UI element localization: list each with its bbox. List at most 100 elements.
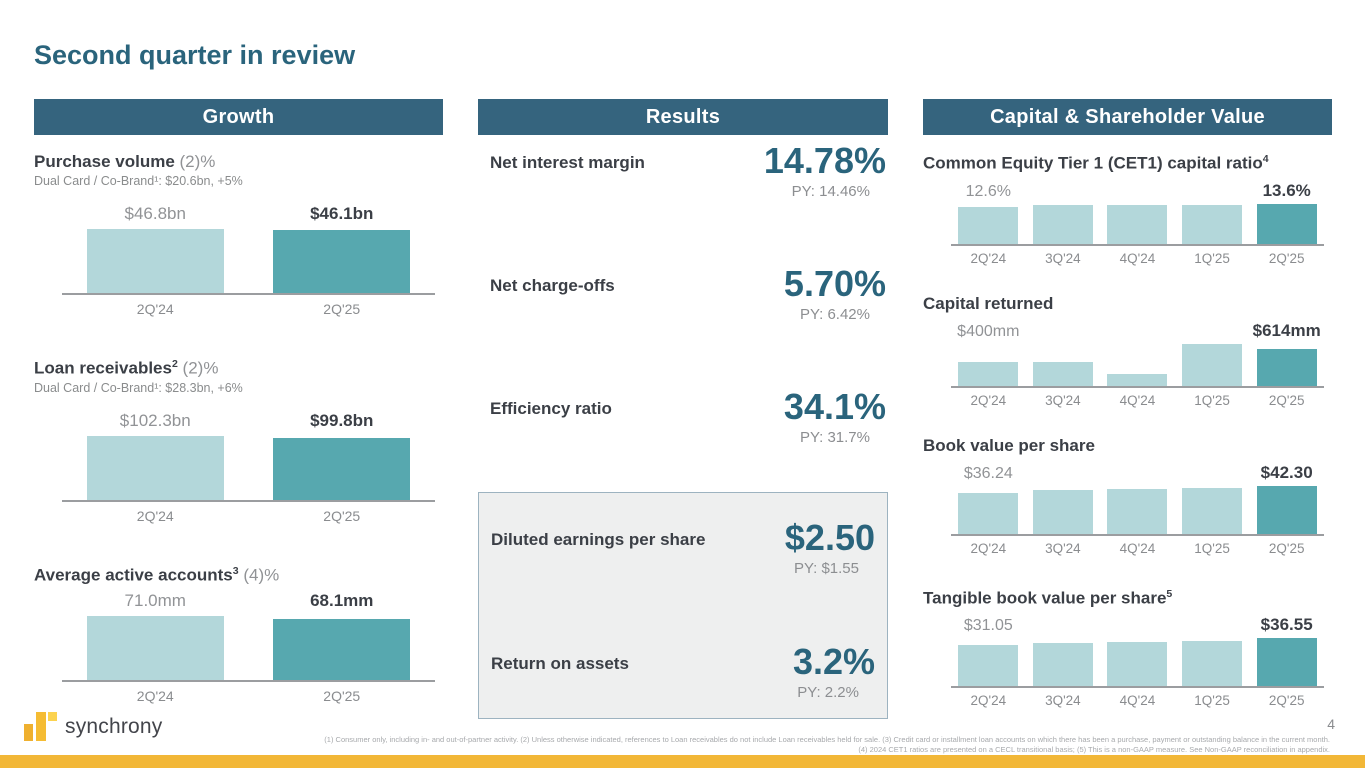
- bar-highlight: [1256, 348, 1317, 386]
- value-label-prior: 71.0mm: [124, 591, 186, 611]
- value-label-current: $36.55: [1260, 615, 1313, 635]
- bar: [1032, 204, 1093, 244]
- axis-line: [62, 293, 435, 295]
- bar-highlight: [1256, 203, 1317, 244]
- metric-value: $2.50: [784, 517, 875, 558]
- metric-label: Efficiency ratio: [490, 399, 612, 418]
- chart-title-change: (2)%: [174, 152, 216, 171]
- bar: [86, 435, 224, 500]
- category-label: 1Q'25: [1194, 392, 1230, 408]
- value-label-row: $400mm $614mm: [951, 320, 1324, 344]
- chart-block: Book value per share $36.24 $42.30 2Q'24 3Q'…: [923, 436, 1332, 556]
- value-label-prior: $31.05: [963, 617, 1013, 635]
- bar-chart: $400mm $614mm 2Q'24 3Q'24 4Q'24 1Q'25 2Q'25: [951, 320, 1324, 408]
- category-label: 3Q'24: [1045, 392, 1081, 408]
- category-label: 2Q'24: [136, 301, 174, 317]
- value-label-current: $99.8bn: [310, 410, 374, 430]
- bar: [1107, 204, 1168, 244]
- category-row: 2Q'24 3Q'24 4Q'24 1Q'25 2Q'25: [951, 246, 1324, 266]
- category-label: 1Q'25: [1194, 693, 1230, 709]
- axis-line: [951, 686, 1324, 689]
- bar: [86, 616, 224, 681]
- metric-row: Net interest margin 14.78% PY: 14.46%: [478, 140, 888, 201]
- bar-chart: 12.6% 13.6% 2Q'24 3Q'24 4Q'24 1Q'25 2Q'25: [951, 180, 1324, 266]
- metric-value-block: 3.2% PY: 2.2%: [793, 643, 875, 702]
- chart-title: Average active accounts3 (4)%: [34, 560, 443, 587]
- category-label: 2Q'25: [323, 507, 361, 524]
- capital-charts: Common Equity Tier 1 (CET1) capital rati…: [923, 149, 1332, 708]
- bar-chart: $46.8bn $46.1bn 2Q'24 2Q'25: [62, 199, 435, 317]
- metric-label: Net charge-offs: [490, 276, 615, 295]
- bar: [958, 361, 1019, 386]
- chart-title: Capital returned: [923, 294, 1332, 314]
- value-label-prior: $36.24: [963, 464, 1013, 482]
- chart-title-change: (2)%: [177, 358, 219, 378]
- category-row: 2Q'24 2Q'25: [62, 682, 435, 704]
- category-label: 2Q'24: [970, 540, 1007, 556]
- bar-row: [62, 616, 435, 681]
- chart-title: Loan receivables2 (2)%: [34, 353, 443, 380]
- metric-value-block: $2.50 PY: $1.55: [784, 517, 875, 578]
- value-label-current: 68.1mm: [310, 591, 374, 611]
- category-label: 2Q'25: [323, 688, 361, 705]
- chart-title: Book value per share: [923, 436, 1332, 456]
- footnote-line-2: (4) 2024 CET1 ratios are presented on a …: [858, 744, 1330, 754]
- results-highlight-box: Diluted earnings per share $2.50 PY: $1.55…: [478, 492, 888, 719]
- axis-line: [951, 533, 1324, 536]
- bar: [1107, 373, 1168, 386]
- metric-value: 5.70%: [783, 263, 886, 304]
- bar-row: [951, 485, 1324, 534]
- category-label: 4Q'24: [1119, 693, 1156, 709]
- bar: [958, 206, 1019, 244]
- bar: [86, 229, 224, 293]
- bar: [1032, 361, 1093, 386]
- value-label-prior: $102.3bn: [119, 410, 191, 430]
- category-label: 2Q'24: [970, 250, 1007, 266]
- metric-row: Diluted earnings per share $2.50 PY: $1.55: [479, 517, 887, 578]
- category-row: 2Q'24 3Q'24 4Q'24 1Q'25 2Q'25: [951, 688, 1324, 708]
- bar: [1107, 488, 1168, 534]
- value-label-row: 71.0mm 68.1mm: [62, 586, 435, 616]
- bar: [1107, 642, 1168, 687]
- category-label: 3Q'24: [1045, 250, 1081, 266]
- category-label: 3Q'24: [1045, 693, 1081, 709]
- bar-chart: $31.05 $36.55 2Q'24 3Q'24 4Q'24 1Q'25 2Q'25: [951, 614, 1324, 708]
- bar-highlight: [273, 619, 411, 681]
- metric-row: Return on assets 3.2% PY: 2.2%: [479, 643, 887, 702]
- category-label: 4Q'24: [1119, 392, 1156, 408]
- chart-subtitle: Dual Card / Co-Brand¹: $20.6bn, +5%: [34, 174, 243, 188]
- metric-label: Return on assets: [491, 654, 629, 673]
- value-label-prior: $46.8bn: [124, 204, 186, 223]
- chart-block: Common Equity Tier 1 (CET1) capital rati…: [923, 149, 1332, 266]
- footnotes: (1) Consumer only, including in- and out…: [240, 735, 1330, 754]
- metric-value: 14.78%: [763, 140, 886, 181]
- bar: [1182, 487, 1243, 534]
- bar: [1182, 641, 1243, 687]
- footnote-line-1: (1) Consumer only, including in- and out…: [324, 735, 1330, 744]
- category-label: 3Q'24: [1045, 540, 1081, 556]
- chart-title-superscript: 3: [232, 564, 239, 577]
- value-label-current: $46.1bn: [310, 204, 374, 223]
- growth-column: Growth Purchase volume (2)% Dual Card / C…: [34, 99, 443, 704]
- bar-chart: 71.0mm 68.1mm 2Q'24 2Q'25: [62, 586, 435, 704]
- bar-chart: $102.3bn $99.8bn 2Q'24 2Q'25: [62, 406, 435, 524]
- chart-title-text: Book value per share: [923, 435, 1095, 455]
- category-row: 2Q'24 3Q'24 4Q'24 1Q'25 2Q'25: [951, 388, 1324, 408]
- category-row: 2Q'24 2Q'25: [62, 502, 435, 524]
- bar: [1032, 489, 1093, 534]
- axis-line: [62, 499, 435, 502]
- chart-block: Average active accounts3 (4)% 71.0mm 68.1m…: [34, 560, 443, 704]
- page-title: Second quarter in review: [34, 40, 356, 70]
- chart-title: Purchase volume (2)%: [34, 151, 443, 173]
- chart-title: Tangible book value per share5: [923, 584, 1332, 609]
- bar-highlight: [1256, 638, 1317, 687]
- chart-title-superscript: 5: [1166, 587, 1173, 600]
- brand-strip: [0, 755, 1365, 768]
- chart-title-superscript: 4: [1262, 153, 1269, 165]
- chart-block: Purchase volume (2)% Dual Card / Co-Brand…: [34, 151, 443, 317]
- bar-row: [951, 343, 1324, 386]
- chart-title-text: Tangible book value per share: [923, 588, 1167, 608]
- metric-value-block: 14.78% PY: 14.46%: [763, 140, 886, 201]
- category-label: 2Q'24: [970, 693, 1007, 709]
- chart-title: Common Equity Tier 1 (CET1) capital rati…: [923, 149, 1332, 174]
